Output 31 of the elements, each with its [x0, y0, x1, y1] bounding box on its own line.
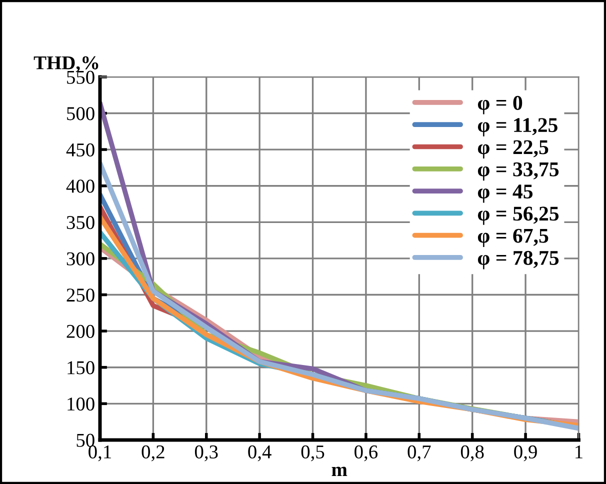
- y-tick-label: 300: [66, 252, 94, 266]
- x-tick-label: 0,8: [460, 445, 484, 462]
- y-tick-label: 200: [66, 324, 94, 338]
- x-axis-title: m: [332, 466, 348, 476]
- x-tick-label: 0,1: [88, 445, 111, 462]
- x-tick-label: 0,7: [408, 445, 431, 462]
- y-tick-label: 150: [68, 361, 94, 374]
- y-tick-label: 400: [66, 180, 94, 193]
- y-tick-label: 50: [76, 434, 94, 447]
- x-tick-label: 0,4: [248, 445, 272, 462]
- y-tick-label: 250: [66, 288, 94, 302]
- x-tick-label: 0,9: [514, 445, 537, 462]
- x-tick-label: 0,5: [301, 445, 324, 462]
- legend-label: φ = 56,25: [478, 206, 559, 225]
- legend-label: φ = 67,5: [478, 228, 548, 248]
- x-tick-label: 0,2: [142, 445, 164, 462]
- legend-label: φ = 22,5: [478, 140, 548, 158]
- y-tick-label: 450: [66, 143, 94, 156]
- legend-label: φ = 0: [478, 96, 522, 114]
- legend-label: φ = 45: [478, 184, 533, 203]
- x-tick-label: 0,3: [194, 445, 218, 462]
- y-tick-label: 550: [67, 70, 94, 84]
- x-tick-label: 0,6: [354, 445, 378, 462]
- legend-label: φ = 78,75: [478, 250, 559, 270]
- legend-label: φ = 33,75: [478, 162, 559, 181]
- y-tick-label: 350: [66, 216, 94, 230]
- y-tick-label: 500: [67, 107, 94, 120]
- legend-label: φ = 11,25: [478, 118, 558, 136]
- chart-title: THD,%: [34, 56, 98, 72]
- x-tick-label: 1: [576, 445, 582, 458]
- y-tick-label: 100: [68, 397, 94, 411]
